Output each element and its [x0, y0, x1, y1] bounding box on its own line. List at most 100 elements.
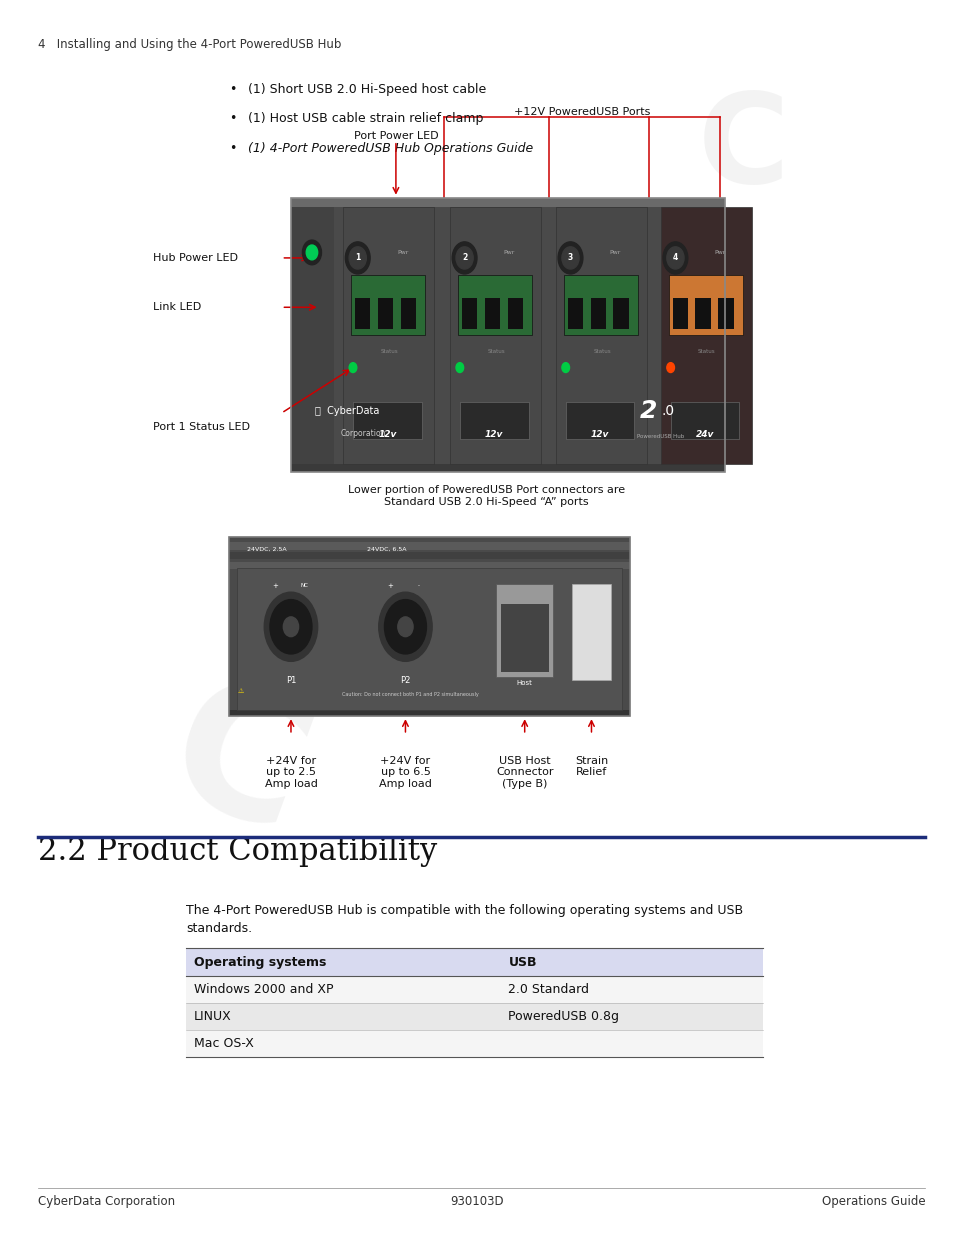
Circle shape	[666, 247, 683, 269]
Bar	[291, 198, 724, 472]
Text: C: C	[698, 88, 789, 209]
Bar	[672, 299, 687, 330]
Text: Port Power LED: Port Power LED	[354, 131, 437, 141]
Text: The 4-Port PoweredUSB Hub is compatible with the following operating systems and: The 4-Port PoweredUSB Hub is compatible …	[186, 904, 742, 935]
Bar	[353, 401, 421, 438]
Bar	[377, 299, 393, 330]
Text: 24VDC, 6.5A: 24VDC, 6.5A	[366, 547, 406, 552]
Bar	[500, 976, 762, 1003]
Text: USB Host
Connector
(Type B): USB Host Connector (Type B)	[496, 756, 553, 789]
Bar	[500, 1030, 762, 1057]
Text: C: C	[580, 312, 716, 478]
Text: CyberData Corporation: CyberData Corporation	[38, 1194, 175, 1208]
Text: 12v: 12v	[377, 430, 396, 440]
Text: +: +	[273, 583, 278, 589]
Text: +: +	[387, 583, 393, 589]
Circle shape	[349, 363, 356, 373]
Circle shape	[456, 247, 473, 269]
Text: 1: 1	[355, 253, 360, 262]
Text: Corporation: Corporation	[340, 429, 386, 438]
Text: Caution: Do not connect both P1 and P2 simultaneously: Caution: Do not connect both P1 and P2 s…	[341, 693, 478, 698]
Text: USB: USB	[508, 956, 537, 968]
Bar	[229, 562, 629, 569]
Bar	[291, 198, 724, 472]
Bar	[343, 207, 434, 464]
Text: 24VDC, 2.5A: 24VDC, 2.5A	[247, 547, 287, 552]
Text: ⚠: ⚠	[237, 688, 243, 694]
Bar	[186, 1003, 500, 1030]
Text: •: •	[229, 112, 236, 126]
Text: -: -	[417, 583, 419, 588]
Bar	[718, 299, 733, 330]
Text: Pwr: Pwr	[714, 249, 725, 254]
Text: Operations Guide: Operations Guide	[821, 1194, 924, 1208]
Bar	[461, 299, 476, 330]
Bar	[400, 299, 416, 330]
Bar	[590, 299, 605, 330]
Text: Hub Power LED: Hub Power LED	[152, 253, 237, 263]
Text: +24V for
up to 2.5
Amp load: +24V for up to 2.5 Amp load	[264, 756, 317, 789]
Circle shape	[270, 600, 312, 655]
Text: Lower portion of PoweredUSB Port connectors are
Standard USB 2.0 Hi-Speed “A” po: Lower portion of PoweredUSB Port connect…	[348, 485, 624, 506]
Text: 4   Installing and Using the 4-Port PoweredUSB Hub: 4 Installing and Using the 4-Port Powere…	[38, 38, 341, 52]
Circle shape	[456, 363, 463, 373]
Bar	[565, 401, 634, 438]
Text: 4: 4	[672, 253, 678, 262]
Bar	[496, 584, 553, 677]
Text: 2: 2	[461, 253, 467, 262]
Text: (1) Host USB cable strain relief clamp: (1) Host USB cable strain relief clamp	[248, 112, 483, 126]
Circle shape	[264, 593, 317, 662]
Circle shape	[397, 618, 413, 637]
Text: Pwr: Pwr	[609, 249, 620, 254]
Text: P2: P2	[400, 676, 410, 685]
Text: +12V PoweredUSB Ports: +12V PoweredUSB Ports	[514, 107, 649, 117]
Text: 3: 3	[567, 253, 573, 262]
Bar	[229, 542, 629, 550]
Circle shape	[666, 363, 674, 373]
Text: Operating systems: Operating systems	[193, 956, 326, 968]
Bar	[291, 207, 334, 464]
Circle shape	[561, 247, 578, 269]
Text: 2: 2	[639, 399, 657, 424]
Circle shape	[384, 600, 426, 655]
Bar	[500, 1003, 762, 1030]
Text: Windows 2000 and XP: Windows 2000 and XP	[193, 983, 333, 995]
Bar	[563, 275, 638, 335]
Circle shape	[306, 245, 317, 259]
Text: C: C	[146, 661, 331, 871]
Bar	[351, 275, 425, 335]
Bar	[668, 275, 742, 335]
Bar	[484, 299, 499, 330]
Circle shape	[378, 593, 432, 662]
Circle shape	[302, 240, 321, 264]
Bar	[613, 299, 628, 330]
Bar	[670, 401, 739, 438]
Circle shape	[283, 618, 298, 637]
Text: Status: Status	[698, 348, 715, 353]
Text: 12v: 12v	[590, 430, 609, 440]
Text: Link LED: Link LED	[152, 303, 201, 312]
Bar	[507, 299, 522, 330]
Circle shape	[558, 242, 582, 274]
Text: P1: P1	[286, 676, 295, 685]
Text: PoweredUSB Hub: PoweredUSB Hub	[636, 433, 683, 438]
Circle shape	[349, 247, 366, 269]
Text: 24v: 24v	[695, 430, 714, 440]
Text: 2.0 Standard: 2.0 Standard	[508, 983, 589, 995]
Text: (1) 4-Port PoweredUSB Hub Operations Guide: (1) 4-Port PoweredUSB Hub Operations Gui…	[248, 142, 533, 156]
Text: Status: Status	[593, 348, 610, 353]
Text: Pwr: Pwr	[396, 249, 408, 254]
Text: Host: Host	[517, 680, 532, 687]
Bar	[229, 537, 629, 716]
Text: •: •	[229, 142, 236, 156]
Bar	[660, 207, 751, 464]
Bar	[500, 948, 762, 976]
Bar	[567, 299, 582, 330]
Bar	[695, 299, 710, 330]
Bar	[355, 299, 370, 330]
Text: (1) Short USB 2.0 Hi-Speed host cable: (1) Short USB 2.0 Hi-Speed host cable	[248, 83, 486, 96]
Text: Strain
Relief: Strain Relief	[575, 756, 607, 777]
Text: •: •	[229, 83, 236, 96]
Circle shape	[662, 242, 687, 274]
Circle shape	[452, 242, 476, 274]
